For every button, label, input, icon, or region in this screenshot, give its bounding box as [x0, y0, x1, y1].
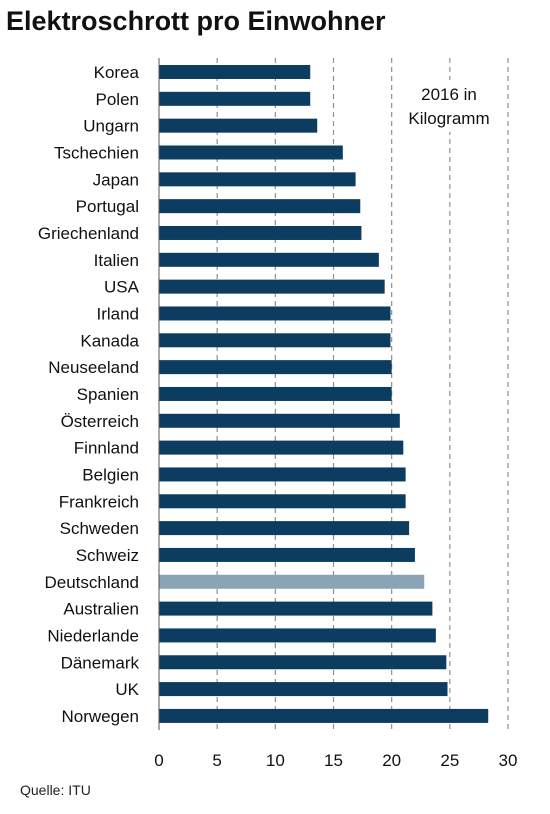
- category-label: Griechenland: [38, 224, 139, 243]
- bar: [159, 91, 311, 106]
- category-label: UK: [115, 680, 139, 699]
- bar: [159, 521, 410, 536]
- bar: [159, 145, 343, 160]
- category-label: USA: [104, 278, 140, 297]
- category-label: Ungarn: [83, 117, 139, 136]
- bar: [159, 547, 415, 562]
- bar: [159, 172, 356, 187]
- category-label: Neuseeland: [48, 358, 139, 377]
- bar: [159, 655, 447, 670]
- bar: [159, 360, 392, 375]
- category-label: Australien: [63, 600, 139, 619]
- category-label: Italien: [94, 251, 139, 270]
- category-label: Niederlande: [47, 626, 139, 645]
- category-label: Norwegen: [62, 707, 140, 726]
- bar: [159, 467, 406, 482]
- category-label: Finnland: [74, 439, 139, 458]
- bar: [159, 494, 406, 509]
- bar: [159, 708, 489, 723]
- x-tick-label: 20: [382, 751, 401, 770]
- category-label: Dänemark: [61, 653, 140, 672]
- category-label: Polen: [96, 90, 139, 109]
- category-label: Korea: [94, 63, 140, 82]
- category-label: Portugal: [76, 197, 139, 216]
- x-tick-label: 5: [212, 751, 221, 770]
- bar: [159, 440, 404, 455]
- category-label: Schweiz: [76, 546, 139, 565]
- bar: [159, 682, 448, 697]
- bar: [159, 65, 311, 79]
- bar: [159, 413, 400, 428]
- bar: [159, 628, 436, 643]
- bar: [159, 252, 379, 267]
- x-tick-label: 25: [440, 751, 459, 770]
- category-label: Österreich: [61, 412, 139, 431]
- unit-annotation: Kilogramm: [408, 109, 489, 128]
- bar: [159, 306, 391, 321]
- category-label: Frankreich: [59, 492, 139, 511]
- bar: [159, 333, 391, 348]
- x-tick-label: 10: [266, 751, 285, 770]
- bar: [159, 118, 318, 133]
- x-tick-label: 0: [154, 751, 163, 770]
- category-label: Irland: [96, 304, 139, 323]
- category-label: Japan: [93, 170, 139, 189]
- unit-annotation: 2016 in: [421, 85, 477, 104]
- chart-title: Elektroschrott pro Einwohner: [6, 6, 386, 36]
- category-label: Tschechien: [54, 143, 139, 162]
- bar: [159, 574, 425, 589]
- bar: [159, 279, 385, 294]
- bar: [159, 386, 392, 401]
- bar: [159, 225, 362, 240]
- category-label: Schweden: [60, 519, 139, 538]
- x-tick-label: 15: [324, 751, 343, 770]
- bar: [159, 601, 433, 616]
- category-label: Spanien: [77, 385, 139, 404]
- category-label: Belgien: [82, 465, 139, 484]
- x-tick-label: 30: [499, 751, 518, 770]
- category-label: Deutschland: [44, 573, 139, 592]
- category-label: Kanada: [80, 331, 139, 350]
- annotation-backdrop: [395, 80, 503, 132]
- bar: [159, 199, 361, 214]
- source-note: Quelle: ITU: [20, 782, 91, 798]
